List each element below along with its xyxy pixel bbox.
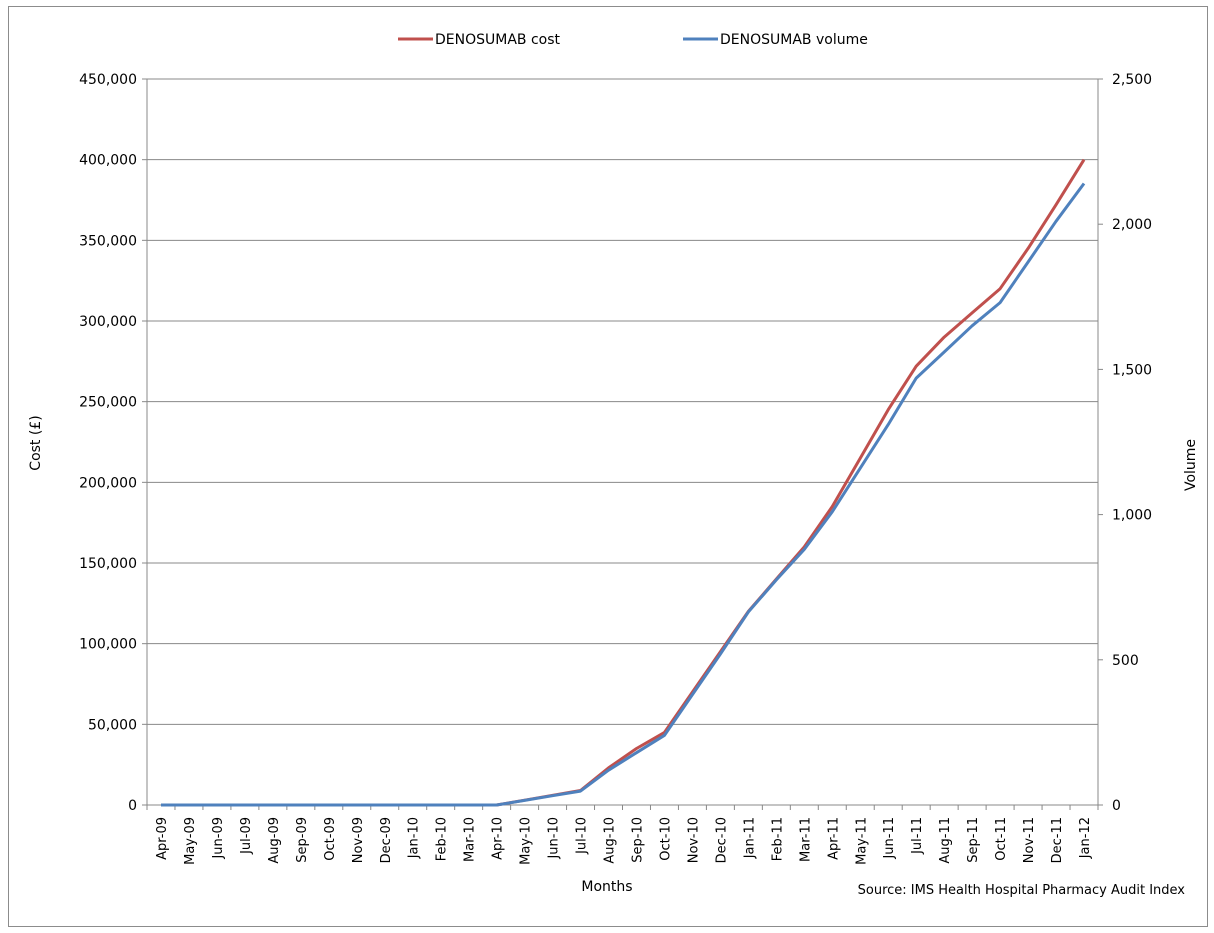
x-tick-label: Mar-10 [463,817,478,862]
x-tick-label: Jun-09 [211,817,226,860]
x-tick-label: Sep-09 [295,817,310,863]
right-tick-label: 1,500 [1112,362,1152,378]
x-axis-ticks: Apr-09 May-09 Jun-09 Jul-09 Aug-09 Sep-09 Oct-… [146,805,1099,865]
legend: DENOSUMAB cost DENOSUMAB volume [398,32,868,48]
x-tick-label: May-11 [854,817,869,865]
x-tick-label: Jul-11 [910,817,925,855]
source-note: Source: IMS Health Hospital Pharmacy Aud… [858,883,1186,898]
x-tick-label: Aug-11 [938,817,953,864]
left-tick-label: 350,000 [79,233,137,249]
x-tick-label: Aug-10 [603,817,618,864]
left-tick-label: 200,000 [79,475,137,491]
left-axis-title: Cost (£) [28,415,44,470]
left-axis-ticks: 0 50,000 100,000 150,000 200,000 250,000 300,0… [79,72,147,814]
x-tick-label: Dec-11 [1050,817,1065,863]
x-tick-label: Nov-11 [1022,817,1037,863]
x-tick-label: Sep-11 [966,817,981,863]
x-tick-label: Dec-10 [714,817,729,863]
x-tick-label: Jan-12 [1078,817,1093,859]
x-tick-label: Aug-09 [267,817,282,864]
gridlines [147,78,1098,725]
right-tick-label: 1,000 [1112,508,1152,524]
legend-label: DENOSUMAB volume [720,32,868,48]
left-tick-label: 400,000 [79,153,137,169]
x-tick-label: Oct-09 [323,817,338,861]
x-tick-label: Jan-11 [742,817,757,859]
x-tick-label: Sep-10 [630,817,645,863]
right-tick-label: 0 [1112,798,1121,814]
x-tick-label: Jan-10 [407,817,422,859]
right-axis-ticks: 0 500 1,000 1,500 2,000 2,500 [1098,72,1152,814]
series-line [161,182,1086,807]
x-tick-label: Feb-11 [770,817,785,861]
x-tick-label: Nov-10 [686,817,701,863]
right-tick-label: 2,000 [1112,217,1152,233]
x-tick-label: Oct-10 [658,817,673,861]
x-tick-label: May-10 [519,817,534,865]
axes [146,79,1099,806]
x-tick-label: Apr-11 [826,817,841,860]
x-axis-title: Months [581,879,632,895]
right-tick-label: 2,500 [1112,72,1152,88]
right-axis-title: Volume [1183,439,1199,491]
left-tick-label: 0 [128,798,137,814]
left-tick-label: 300,000 [79,314,137,330]
left-tick-label: 450,000 [79,72,137,88]
left-tick-label: 50,000 [88,717,137,733]
x-tick-label: Dec-09 [379,817,394,863]
x-tick-label: Apr-10 [491,817,506,860]
x-tick-label: Jul-10 [575,817,590,855]
left-tick-label: 150,000 [79,556,137,572]
x-tick-label: Mar-11 [798,817,813,862]
right-tick-label: 500 [1112,653,1139,669]
x-tick-label: Apr-09 [155,817,170,860]
x-tick-label: Jun-11 [882,817,897,860]
x-tick-label: Feb-10 [435,817,450,861]
x-tick-label: Nov-09 [351,817,366,863]
series-lines [161,158,1086,807]
x-tick-label: May-09 [183,817,198,865]
left-tick-label: 250,000 [79,395,137,411]
x-tick-label: Jun-10 [547,817,562,860]
x-tick-label: Oct-11 [994,817,1009,861]
legend-label: DENOSUMAB cost [435,32,561,48]
x-tick-label: Jul-09 [239,817,254,855]
left-tick-label: 100,000 [79,637,137,653]
